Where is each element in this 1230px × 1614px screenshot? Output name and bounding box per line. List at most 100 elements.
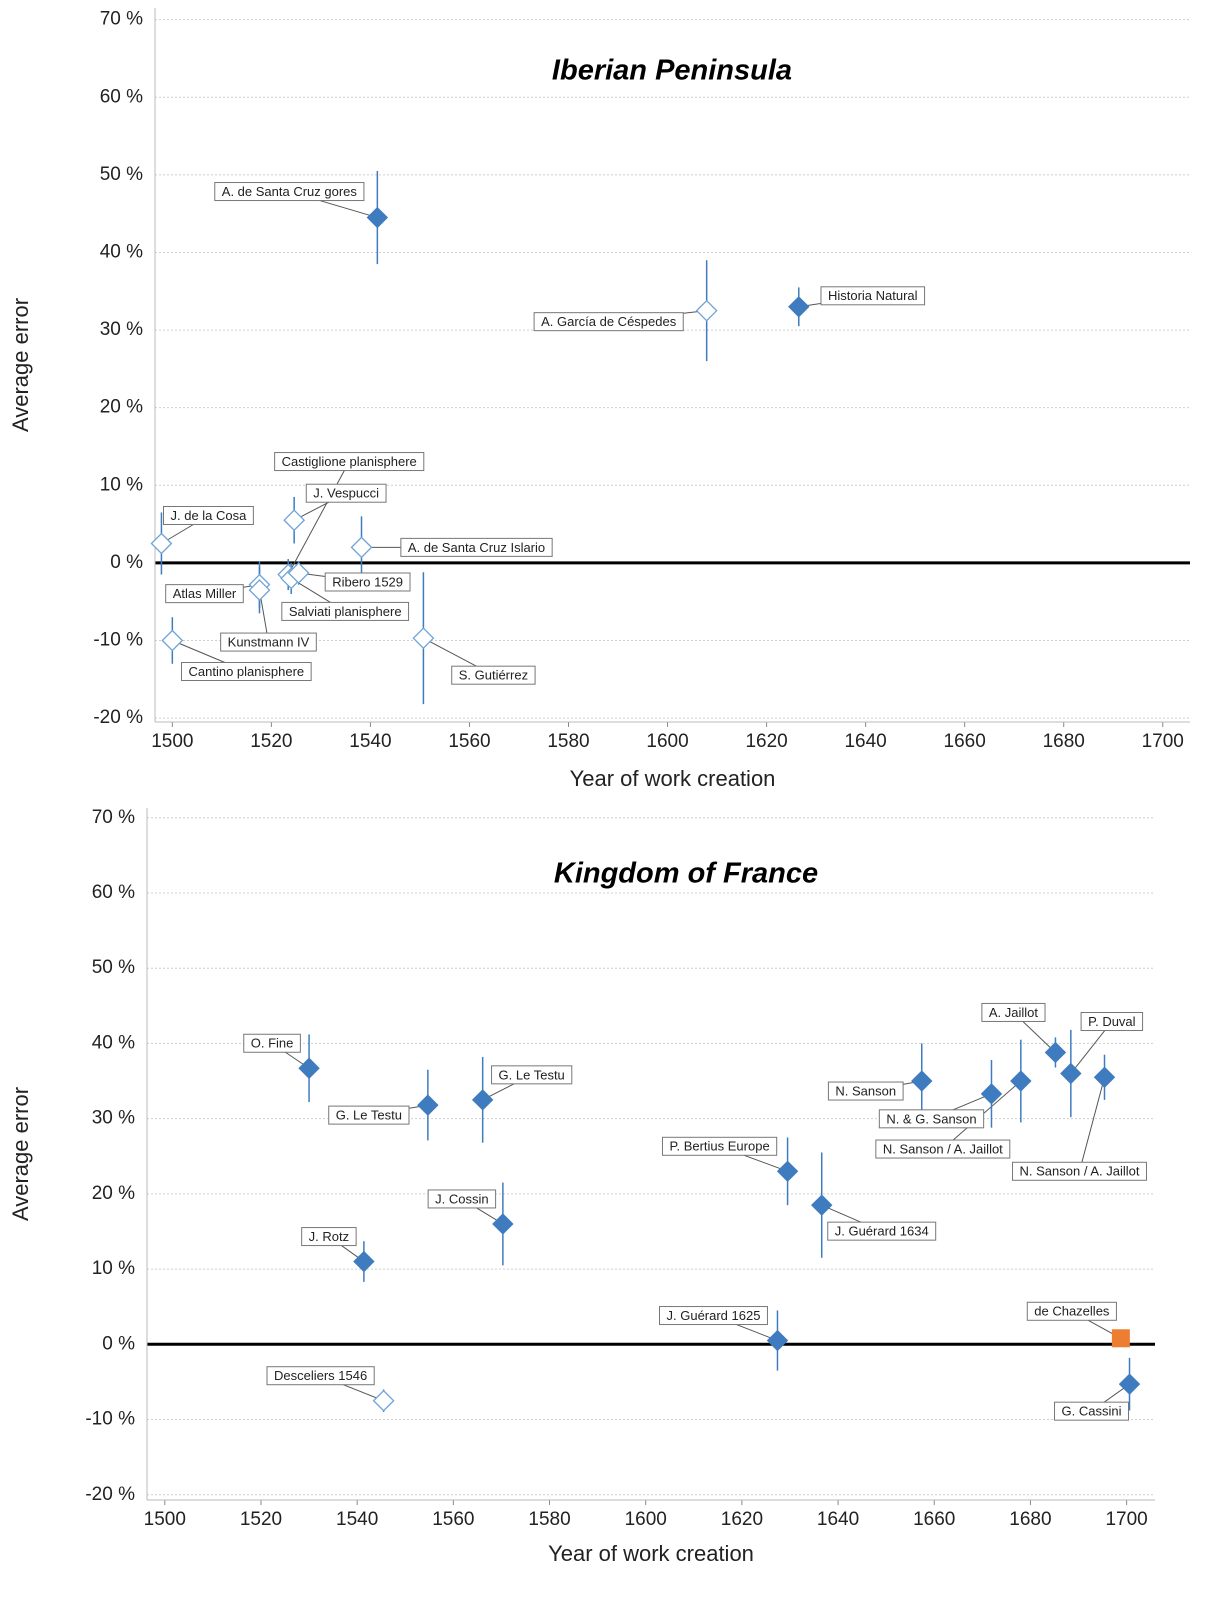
y-tick-label: 20 % <box>92 1183 135 1204</box>
marker <box>911 1070 933 1092</box>
leader-line <box>1079 1077 1105 1172</box>
y-tick-label: 40 % <box>92 1032 135 1053</box>
y-tick-label: 0 % <box>102 1333 135 1354</box>
marker <box>1010 1070 1032 1092</box>
label-box <box>214 182 365 202</box>
x-tick-label: 1560 <box>432 1509 474 1530</box>
y-tick-label: -20 % <box>85 1484 135 1505</box>
marker <box>1118 1373 1141 1395</box>
marker <box>353 1250 375 1273</box>
point-label: N. Sanson / A. Jaillot <box>1020 1164 1140 1179</box>
point-label: G. Cassini <box>1062 1404 1122 1419</box>
marker <box>298 1057 320 1079</box>
point-label: Castiglione planisphere <box>282 454 417 469</box>
point-label: S. Gutiérrez <box>459 668 528 683</box>
label-box <box>820 286 926 306</box>
label-box <box>328 1105 410 1125</box>
point-label: Atlas Miller <box>173 586 237 601</box>
chart-title: Iberian Peninsula <box>552 55 792 87</box>
point-labels: O. Fine G. Le Testu G. Le Testu J. Rotz J. C… <box>243 1002 1147 1421</box>
marker <box>1111 1329 1130 1348</box>
marker <box>811 1194 833 1216</box>
point-label: de Chazelles <box>1034 1304 1110 1319</box>
x-tick-label: 1640 <box>844 731 886 752</box>
y-tick-label: 60 % <box>100 86 143 107</box>
point-label: Historia Natural <box>828 288 918 303</box>
label-box <box>274 452 425 472</box>
point-label: Kunstmann IV <box>228 635 310 650</box>
x-tick-label: 1680 <box>1043 731 1085 752</box>
point-label: P. Duval <box>1088 1014 1136 1029</box>
label-box <box>165 584 244 604</box>
label-box <box>301 1227 357 1247</box>
x-tick-label: 1500 <box>144 1509 186 1530</box>
label-box <box>533 312 684 332</box>
label-box <box>875 1139 1011 1159</box>
y-tick-label: 10 % <box>100 474 143 495</box>
x-tick-label: 1600 <box>625 1509 667 1530</box>
point-label: P. Bertius Europe <box>669 1139 769 1154</box>
y-tick-label: 60 % <box>92 882 135 903</box>
x-tick-label: 1520 <box>250 731 292 752</box>
label-box <box>1012 1161 1147 1181</box>
label-box <box>981 1002 1046 1022</box>
error-bars <box>308 1029 1131 1412</box>
label-box <box>243 1033 301 1053</box>
marker <box>695 299 718 322</box>
point-label: N. Sanson / A. Jaillot <box>883 1141 1003 1156</box>
y-tick-label: 70 % <box>100 9 143 30</box>
marker <box>150 532 173 555</box>
point-labels: J. de la Cosa Cantino planisphere Atlas Mi… <box>163 182 926 685</box>
y-tick-label: 0 % <box>110 552 143 573</box>
leaders <box>271 1012 1130 1412</box>
y-axis-label: Average error <box>8 298 33 432</box>
x-tick-label: 1680 <box>1009 1509 1051 1530</box>
point-label: A. García de Céspedes <box>541 314 677 329</box>
point-label: J. Guérard 1634 <box>835 1224 929 1239</box>
y-tick-label: 50 % <box>92 957 135 978</box>
label-box <box>163 506 254 525</box>
x-axis-label: Year of work creation <box>548 1541 754 1566</box>
label-box <box>1080 1012 1144 1032</box>
marker <box>776 1160 799 1183</box>
point-label: J. Guérard 1625 <box>667 1308 761 1323</box>
x-tick-label: 1640 <box>817 1509 859 1530</box>
plot: -20 % -10 % 0 % 10 % 20 % 30 % 40 % 50 % 60 % 70 … <box>8 8 1190 791</box>
point-label: Salviati planisphere <box>289 604 402 619</box>
y-tick-label: 40 % <box>100 241 143 262</box>
x-tick-label: 1700 <box>1142 731 1184 752</box>
marker <box>980 1083 1003 1105</box>
marker <box>412 627 435 650</box>
y-axis-label: Average error <box>8 1087 33 1221</box>
x-axis-label: Year of work creation <box>570 766 776 791</box>
marker <box>471 1089 494 1111</box>
leader-line <box>287 461 350 575</box>
x-tick-label: 1560 <box>448 731 490 752</box>
label-box <box>1054 1401 1129 1421</box>
marker <box>1093 1066 1116 1088</box>
point-label: N. Sanson <box>835 1083 896 1098</box>
label-box <box>491 1065 573 1085</box>
label-box <box>878 1109 985 1129</box>
label-box <box>451 665 536 685</box>
y-tick-label: 10 % <box>92 1258 135 1279</box>
marker <box>366 206 389 229</box>
marker <box>350 536 373 559</box>
x-tick-label: 1620 <box>721 1509 763 1530</box>
x-tick-label: 1620 <box>745 731 787 752</box>
marker <box>283 509 306 532</box>
label-box <box>659 1306 768 1326</box>
y-tick-label: 50 % <box>100 164 143 185</box>
x-tick-label: 1500 <box>151 731 193 752</box>
marker <box>1044 1041 1067 1064</box>
plot: -20 % -10 % 0 % 10 % 20 % 30 % 40 % 50 % 60 % 70 … <box>8 807 1155 1566</box>
point-label: A. de Santa Cruz Islario <box>408 540 545 555</box>
chart-title: Kingdom of France <box>554 858 818 890</box>
marker <box>788 296 810 318</box>
y-tick-label: -10 % <box>93 630 143 651</box>
point-label: Ribero 1529 <box>332 574 403 589</box>
label-box <box>1026 1301 1117 1321</box>
x-tick-label: 1580 <box>547 731 589 752</box>
error-bars <box>160 170 800 705</box>
